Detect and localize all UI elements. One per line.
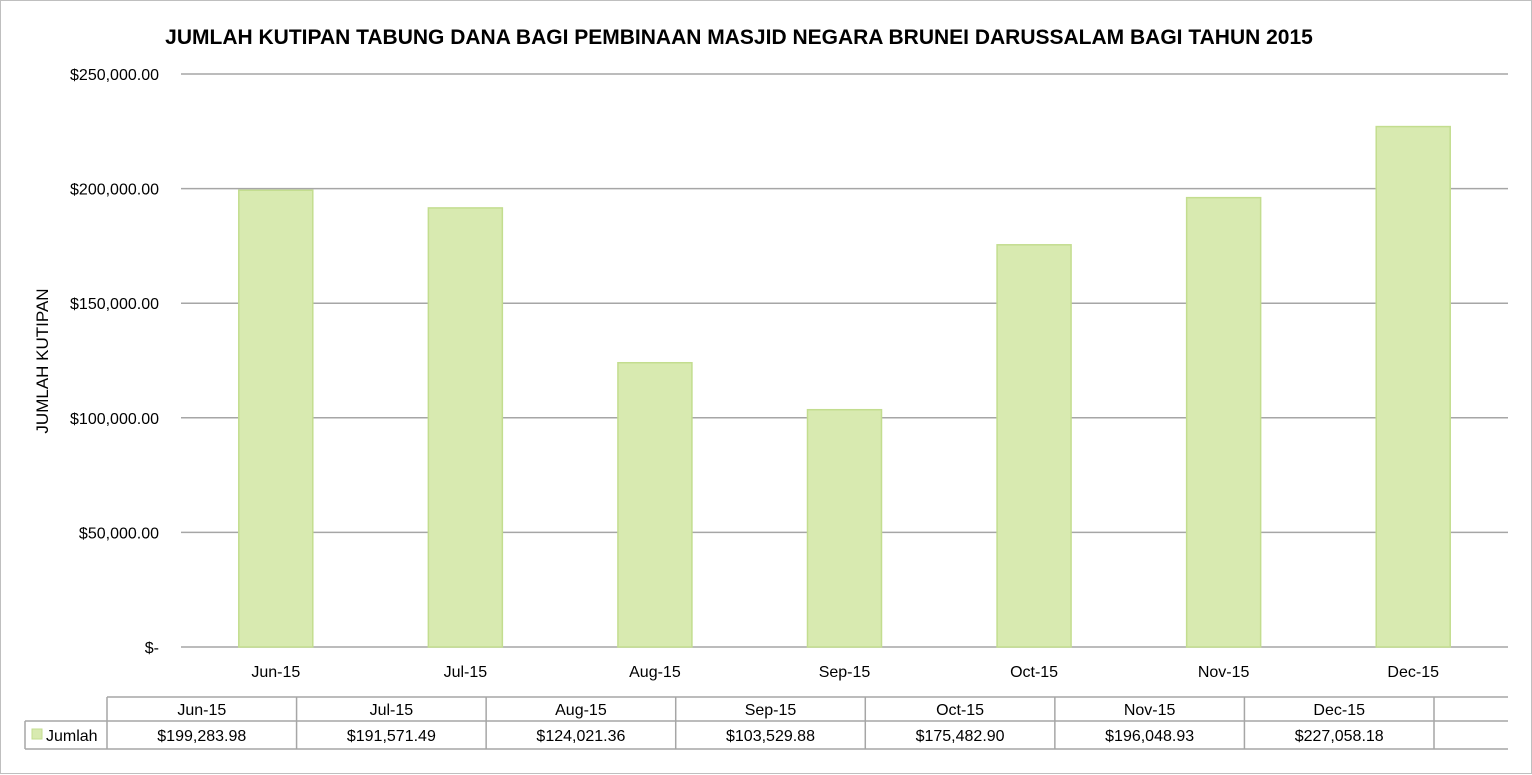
data-label: $124,021.36 — [536, 728, 625, 745]
x-tick-label: Jul-15 — [444, 664, 488, 681]
legend-key — [31, 728, 43, 740]
bar — [427, 207, 504, 648]
y-tick-label: $250,000.00 — [70, 67, 159, 84]
x-tick-label: Aug-15 — [629, 664, 681, 681]
table-header-cell: Sep-15 — [745, 702, 797, 719]
y-tick-label: $100,000.00 — [70, 411, 159, 428]
table-header-cell: Jun-15 — [177, 702, 226, 719]
y-axis-title: JUMLAH KUTIPAN — [33, 288, 52, 433]
bar — [238, 189, 314, 648]
y-tick-label: $- — [145, 640, 159, 657]
y-tick-label: $150,000.00 — [70, 296, 159, 313]
y-axis-tick-labels: $- $50,000.00 $100,000.00 $150,000.00 $200,0… — [70, 67, 159, 657]
data-label: $191,571.49 — [347, 728, 436, 745]
data-label: $196,048.93 — [1105, 728, 1194, 745]
x-tick-label: Oct-15 — [1010, 664, 1058, 681]
table-header-cell: Jul-15 — [370, 702, 414, 719]
table-header-cell: Nov-15 — [1124, 702, 1176, 719]
y-tick-label: $200,000.00 — [70, 182, 159, 199]
bar — [806, 408, 883, 648]
x-tick-label: Nov-15 — [1198, 664, 1250, 681]
x-axis-tick-labels: Jun-15 Jul-15 Aug-15 Sep-15 Oct-15 Nov-15 Dec-… — [251, 664, 1439, 681]
table-header-cell: Aug-15 — [555, 702, 607, 719]
bars — [238, 125, 1451, 648]
x-tick-label: Dec-15 — [1387, 664, 1439, 681]
table-header-cell: Oct-15 — [936, 702, 984, 719]
data-table: Jumlah Jun-15 $199,283.98 Jul-15 $191,571.49… — [24, 696, 1508, 750]
bar — [996, 244, 1072, 648]
data-label: $175,482.90 — [916, 728, 1005, 745]
table-header-cell: Dec-15 — [1313, 702, 1365, 719]
bar — [617, 361, 693, 648]
chart-title: JUMLAH KUTIPAN TABUNG DANA BAGI PEMBINAA… — [165, 26, 1313, 49]
x-tick-label: Sep-15 — [819, 664, 871, 681]
data-label: $227,058.18 — [1295, 728, 1384, 745]
bar — [1375, 125, 1451, 648]
data-label: $199,283.98 — [157, 728, 246, 745]
bar — [1185, 196, 1262, 648]
x-tick-label: Jun-15 — [251, 664, 300, 681]
data-label: $103,529.88 — [726, 728, 815, 745]
y-tick-label: $50,000.00 — [79, 525, 159, 542]
legend-label: Jumlah — [46, 728, 98, 745]
